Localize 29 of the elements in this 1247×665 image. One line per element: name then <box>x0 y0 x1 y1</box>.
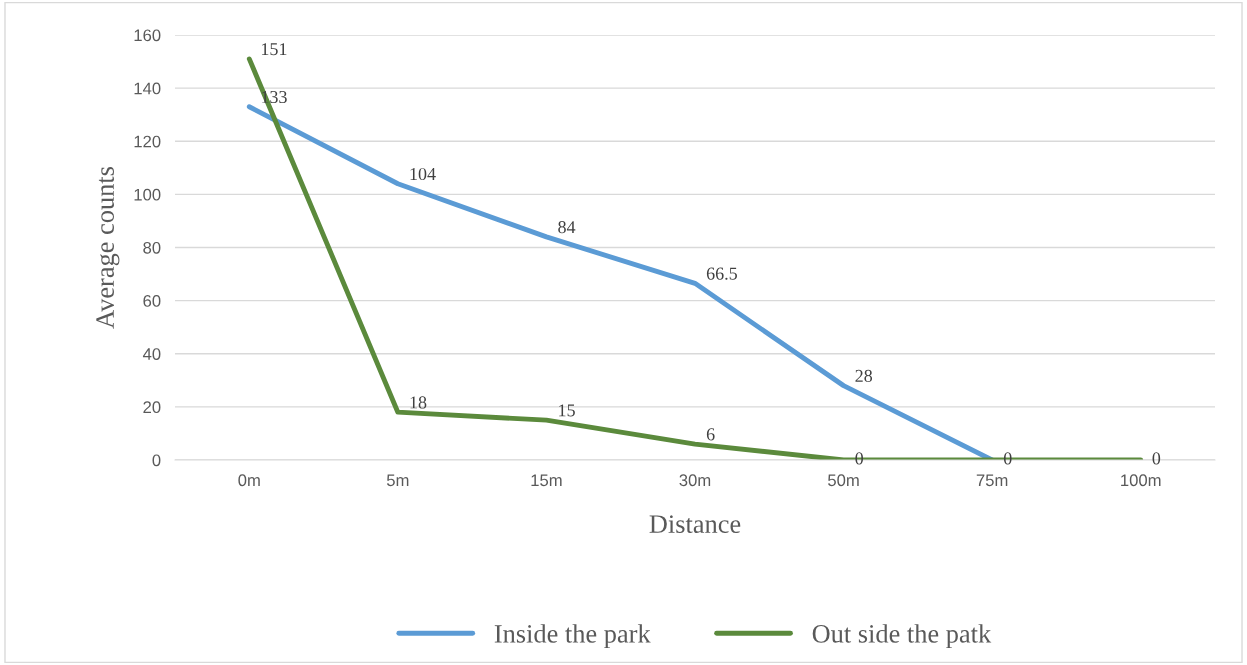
data-label: 66.5 <box>706 267 737 280</box>
x-tick-label: 15m <box>531 474 562 487</box>
legend-label: Out side the patk <box>812 624 992 649</box>
y-tick-label: 40 <box>142 348 161 360</box>
data-label: 15 <box>559 404 575 417</box>
x-tick-label: 50m <box>828 474 859 487</box>
data-label: 6 <box>706 428 715 441</box>
data-label: 151 <box>261 43 287 56</box>
y-tick-label: 120 <box>134 135 161 148</box>
y-tick-label: 100 <box>134 188 161 201</box>
x-tick-label: 75m <box>976 474 1008 487</box>
y-tick-label: 80 <box>143 241 161 254</box>
x-tick-label: 100m <box>1121 474 1161 487</box>
y-tick-label: 20 <box>143 401 161 414</box>
y-tick-label: 60 <box>143 295 161 307</box>
y-axis-title: Average counts <box>96 167 120 329</box>
data-label: 104 <box>410 167 436 181</box>
data-label: 0 <box>1152 452 1161 465</box>
x-tick-label: 30m <box>679 474 711 487</box>
data-label: 18 <box>410 396 427 409</box>
y-tick-label: 0 <box>152 454 161 467</box>
data-label: 84 <box>558 221 576 234</box>
x-axis-title: Distance <box>649 515 741 533</box>
x-tick-label: 0m <box>238 474 260 487</box>
x-tick-label: 5m <box>386 474 409 487</box>
data-label: 28 <box>855 369 873 382</box>
y-tick-label: 160 <box>134 29 161 42</box>
y-tick-label: 140 <box>134 82 161 95</box>
legend-label: Inside the park <box>494 624 651 649</box>
